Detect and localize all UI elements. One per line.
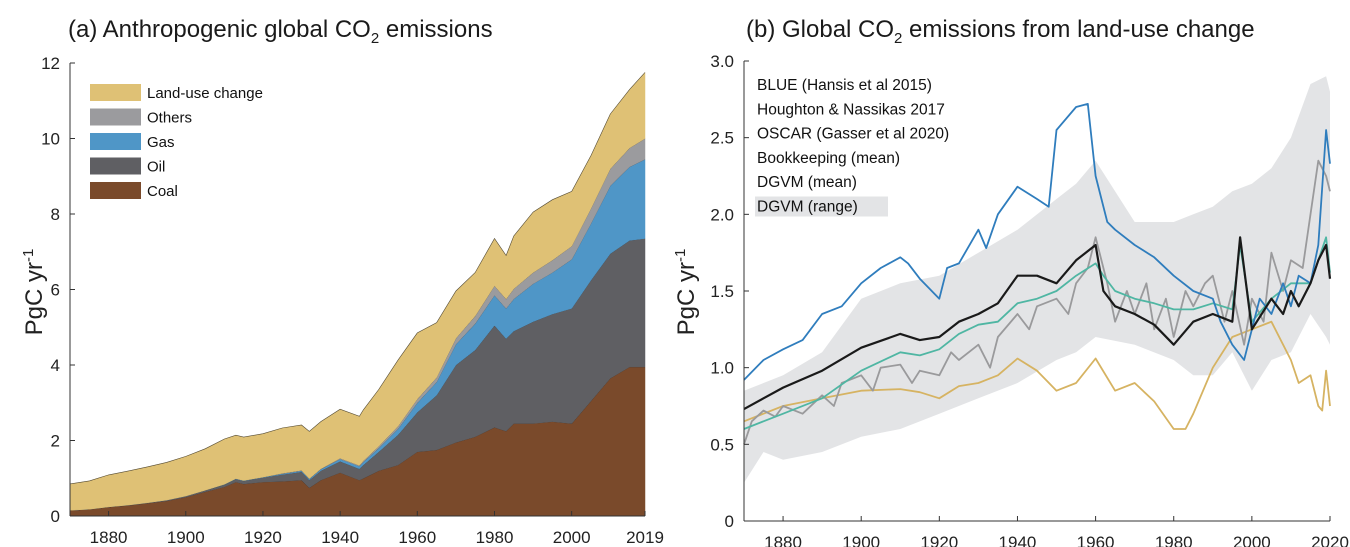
legend-swatch-coal	[90, 182, 141, 199]
panel-a-x-tick-label: 1980	[476, 528, 514, 547]
legend-swatch-gas	[90, 133, 141, 150]
panel-b-y-tick-label: 1.0	[710, 359, 734, 378]
panel-b-y-tick-label: 3.0	[710, 52, 734, 71]
panel-a-anthropogenic-emissions: (a) Anthropogenic global CO2 emissions P…	[20, 16, 664, 547]
panel-b-y-tick-label: 2.5	[710, 129, 734, 148]
panel-a-y-tick-label: 0	[51, 507, 60, 526]
area-edge-land-use-change	[69, 72, 646, 485]
panel-a-y-tick-label: 10	[41, 130, 60, 149]
panel-b-x-tick-label: 1900	[842, 533, 880, 547]
legend-label-land-use-change: Land-use change	[147, 85, 263, 102]
legend-label-others: Others	[147, 110, 192, 127]
legend-swatch-oil	[90, 157, 141, 175]
panel-b-series-lines	[743, 103, 1332, 445]
panel-b-x-tick-label: 1880	[764, 533, 802, 547]
legend-swatch-dgvm-range	[755, 196, 888, 217]
panel-b-y-tick-label: 0.5	[710, 435, 734, 454]
panel-b-x-tick-label: 1940	[999, 533, 1037, 547]
panel-a-y-tick-label: 8	[51, 205, 60, 224]
panel-b-land-use-emissions: (b) Global CO2 emissions from land-use c…	[672, 16, 1349, 547]
legend-label-houghton-nassikas-2017: Houghton & Nassikas 2017	[757, 101, 945, 118]
panel-a-axes: 0 2 4 6 8 10 12 1880 1900 1920 1940 1960 1980 2000 201…	[41, 54, 664, 547]
legend-label-coal: Coal	[147, 183, 178, 200]
panel-b-y-axis-label: PgC yr-1	[672, 249, 700, 336]
panel-b-title: (b) Global CO2 emissions from land-use c…	[746, 16, 1255, 47]
legend-label-dgvm-mean: DGVM (mean)	[757, 174, 857, 191]
legend-label-blue-hansis-et-al-2015: BLUE (Hansis et al 2015)	[757, 77, 932, 94]
panel-a-x-tick-label: 2019	[626, 528, 664, 547]
line-dgvm-mean	[743, 159, 1331, 445]
legend-label-dgvm-range: DGVM (range)	[757, 199, 858, 216]
legend-swatch-others	[90, 108, 141, 126]
panel-a-y-tick-label: 6	[51, 281, 60, 300]
panel-a-x-tick-label: 1900	[167, 528, 205, 547]
panel-a-x-tick-label: 1960	[398, 528, 436, 547]
panel-b-axes: 0 0.5 1.0 1.5 2.0 2.5 3.0 1880 1900 1920 1940 1960 1…	[710, 52, 1349, 547]
panel-a-legend: Land-use change Others Gas Oil Coal	[90, 84, 263, 200]
panel-b-x-tick-label: 1920	[920, 533, 958, 547]
panel-b-x-tick-label: 1980	[1155, 533, 1193, 547]
panel-b-y-tick-label: 2.0	[710, 205, 734, 224]
panel-b-x-tick-label: 2000	[1233, 533, 1271, 547]
panel-a-stacked-areas	[69, 71, 646, 517]
legend-swatch-land-use-change	[90, 84, 141, 101]
panel-a-x-tick-label: 1920	[244, 528, 282, 547]
legend-label-oil: Oil	[147, 159, 165, 176]
panel-a-y-tick-label: 2	[51, 432, 60, 451]
line-blue-hansis-et-al-2015	[743, 103, 1331, 381]
panel-a-title: (a) Anthropogenic global CO2 emissions	[68, 16, 493, 47]
panel-a-y-axis-label: PgC yr-1	[20, 249, 48, 336]
panel-b-x-tick-label: 1960	[1077, 533, 1115, 547]
line-houghton-nassikas-2017	[743, 320, 1331, 430]
panel-a-x-tick-label: 2000	[553, 528, 591, 547]
panel-a-x-tick-label: 1940	[321, 528, 359, 547]
panel-b-legend: BLUE (Hansis et al 2015) Houghton & Nassi…	[755, 77, 949, 217]
panel-b-x-tick-label: 2020	[1311, 533, 1349, 547]
legend-label-oscar-gasser-et-al-2020: OSCAR (Gasser et al 2020)	[757, 126, 949, 143]
legend-label-bookkeeping-mean: Bookkeeping (mean)	[757, 150, 900, 167]
panel-b-range-band	[744, 76, 1330, 483]
legend-label-gas: Gas	[147, 134, 175, 151]
panel-a-y-tick-label: 12	[41, 54, 60, 73]
panel-b-y-tick-label: 1.5	[710, 282, 734, 301]
line-bookkeeping-mean	[743, 236, 1332, 411]
panel-b-y-tick-label: 0	[725, 512, 734, 531]
panel-a-y-tick-label: 4	[51, 356, 60, 375]
dgvm-range-band	[744, 76, 1330, 483]
panel-a-x-tick-label: 1880	[90, 528, 128, 547]
